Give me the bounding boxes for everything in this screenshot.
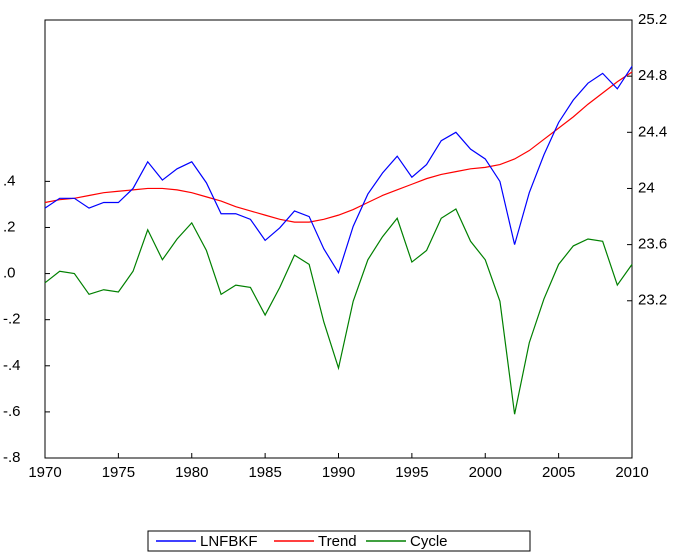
y2-tick-label: 25.2 [638, 11, 667, 28]
y2-tick-label: 23.2 [638, 292, 667, 309]
series-line [44, 66, 633, 275]
x-tick-label: 2010 [615, 464, 648, 481]
y-tick-label: .4 [3, 172, 16, 189]
x-tick-label: 1980 [175, 464, 208, 481]
x-tick-label: 1990 [322, 464, 355, 481]
legend-label: Cycle [410, 533, 448, 550]
y2-tick-label: 24 [638, 179, 655, 196]
x-tick-label: 1970 [28, 464, 61, 481]
x-tick-label: 1975 [102, 464, 135, 481]
y-tick-label: -.4 [3, 357, 21, 374]
y2-tick-label: 23.6 [638, 236, 667, 253]
y-tick-label: -.2 [3, 311, 21, 328]
y-tick-label: .2 [3, 218, 16, 235]
legend-label: LNFBKF [200, 533, 258, 550]
y-tick-label: -.6 [3, 403, 21, 420]
y2-tick-label: 24.8 [638, 67, 667, 84]
x-tick-label: 2000 [469, 464, 502, 481]
x-tick-label: 2005 [542, 464, 575, 481]
y-tick-label: -.8 [3, 449, 21, 466]
y2-tick-label: 24.4 [638, 123, 667, 140]
legend-label: Trend [318, 533, 357, 550]
y-tick-label: .0 [3, 265, 16, 282]
x-tick-label: 1985 [248, 464, 281, 481]
legend-box [147, 530, 531, 552]
series-line [44, 208, 633, 415]
x-tick-label: 1995 [395, 464, 428, 481]
plot-frame [44, 19, 633, 459]
series-line [44, 71, 633, 223]
